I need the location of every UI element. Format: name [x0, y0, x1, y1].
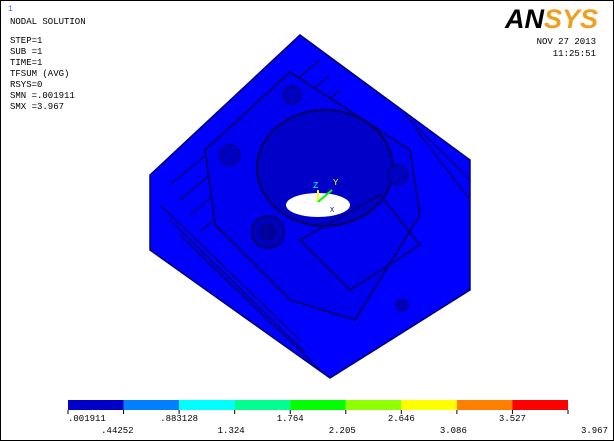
legend-label: 2.646 [388, 414, 415, 424]
legend-swatch [68, 400, 124, 410]
legend-label: .001911 [68, 414, 106, 424]
legend-swatch [346, 400, 402, 410]
logo-part: AN [504, 4, 544, 34]
date: NOV 27 2013 [537, 37, 596, 47]
legend-swatch [235, 400, 291, 410]
header-line: STEP=1 [10, 36, 42, 46]
legend-label: 2.205 [329, 426, 356, 436]
legend-label: 1.324 [218, 426, 245, 436]
logo: ANSYS [504, 4, 598, 34]
legend-swatch [401, 400, 457, 410]
ansys-window: 1 NODAL SOLUTION STEP=1SUB =1TIME=1TFSUM… [0, 0, 614, 441]
header-line: RSYS=0 [10, 80, 42, 90]
header-line: TFSUM (AVG) [10, 69, 69, 79]
legend-swatch [124, 400, 180, 410]
legend-label: .44252 [101, 426, 133, 436]
header-line: SUB =1 [10, 47, 42, 57]
legend-swatch [457, 400, 513, 410]
legend-label: 3.086 [440, 426, 467, 436]
triad-label: Z [313, 181, 319, 191]
legend-swatch [179, 400, 235, 410]
triad-label: Y [333, 178, 339, 188]
legend-label: 1.764 [277, 414, 304, 424]
window-number: 1 [8, 5, 13, 14]
header-line: SMN =.001911 [10, 91, 75, 101]
logo-part: SYS [544, 4, 598, 34]
header-line: TIME=1 [10, 58, 42, 68]
header-line: SMX =3.967 [10, 102, 64, 112]
legend-label: 3.527 [499, 414, 526, 424]
time: 11:25:51 [553, 49, 596, 59]
legend-label: 3.967 [581, 426, 608, 436]
legend-label: .883128 [160, 414, 198, 424]
legend-swatch [290, 400, 346, 410]
title: NODAL SOLUTION [10, 17, 86, 27]
legend-swatch [512, 400, 568, 410]
